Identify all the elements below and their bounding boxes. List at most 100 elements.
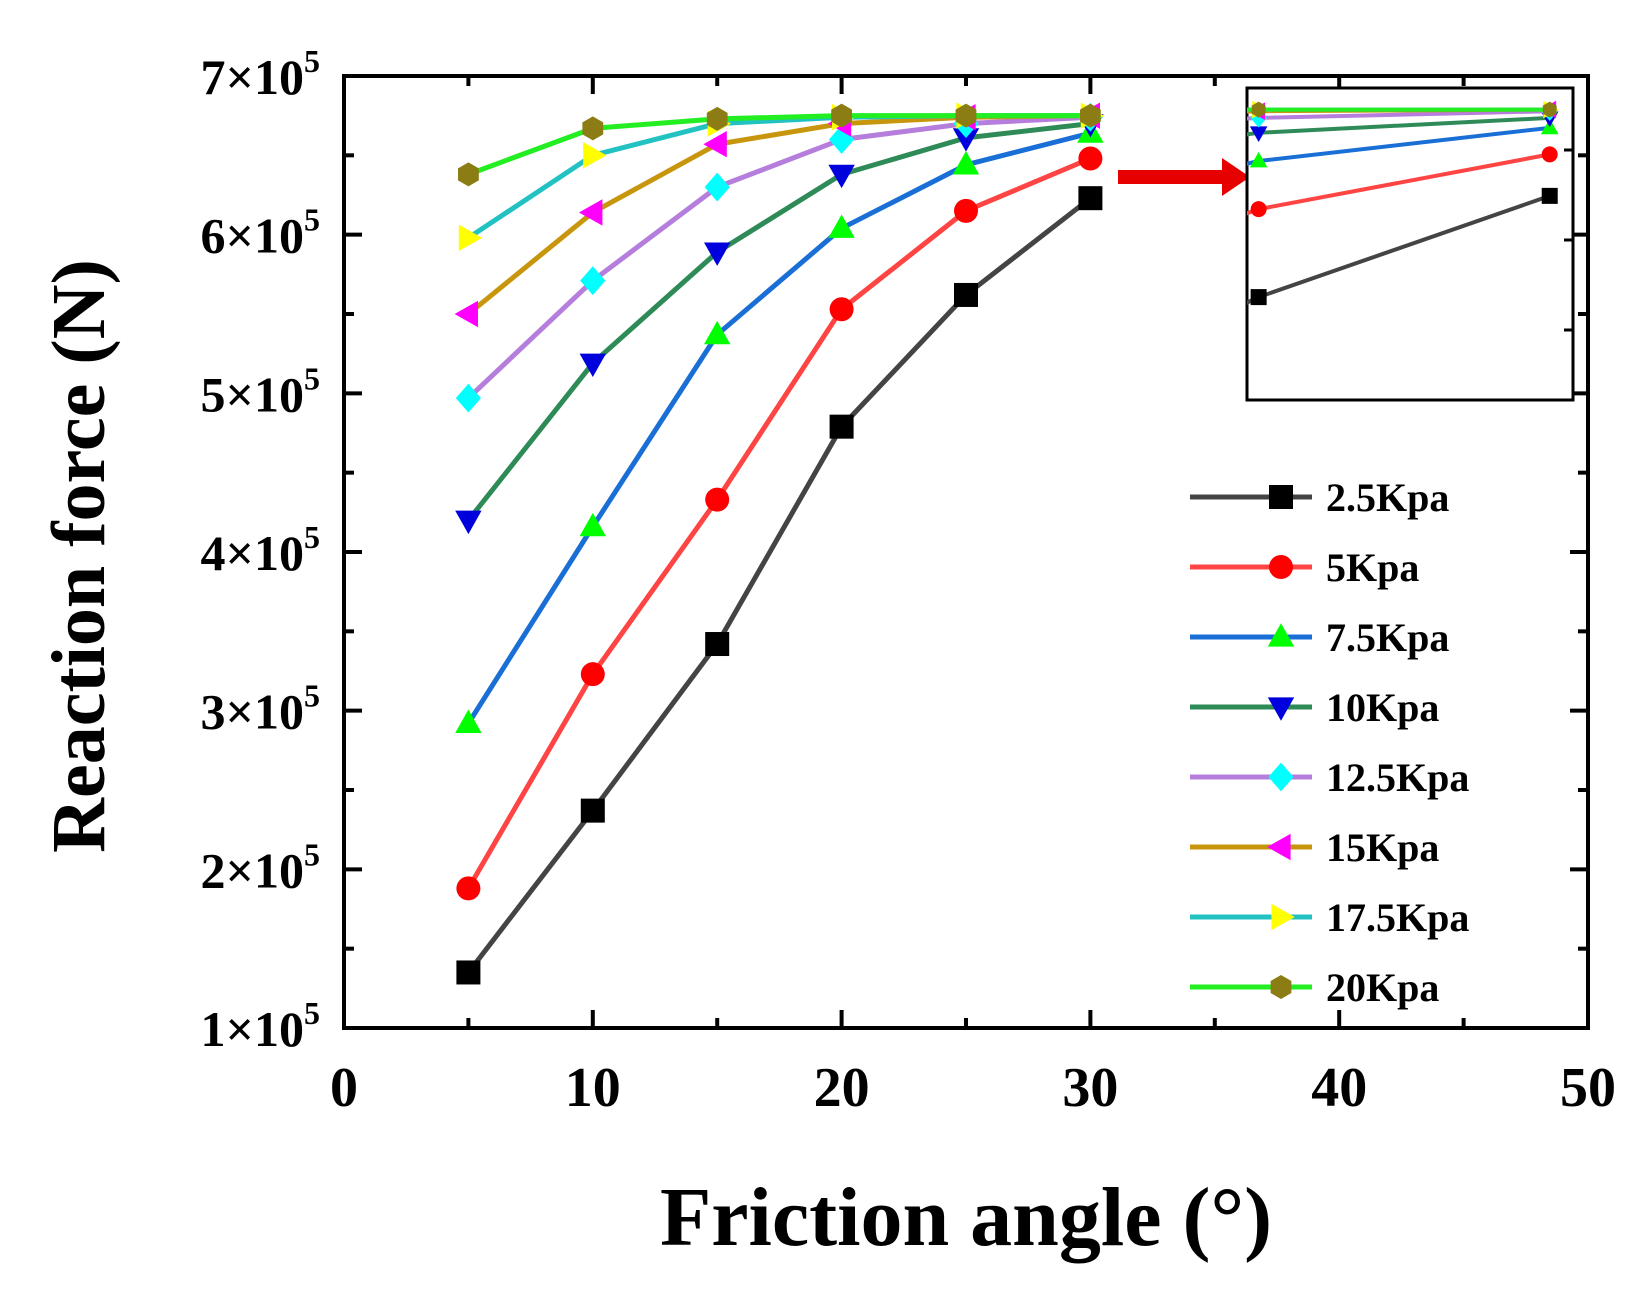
data-point [831,103,852,128]
data-point [455,510,482,535]
data-point [454,300,478,328]
inset-plot [1245,86,1575,402]
data-point [456,960,481,985]
legend-item: 10Kpa [1190,685,1439,730]
series-20Kpa [458,103,1101,187]
inset-series-group [1247,100,1559,306]
data-point [580,266,606,296]
legend-item: 17.5Kpa [1190,895,1469,940]
legend-marker [1267,623,1295,647]
x-tick-label: 10 [565,1057,621,1119]
data-point [955,103,977,128]
data-point [954,282,978,307]
x-tick-label: 50 [1560,1057,1616,1119]
inset-point [1249,126,1268,143]
inset-series-20Kpa [1247,101,1557,118]
data-point [458,224,483,252]
legend-label: 10Kpa [1326,685,1439,730]
data-point [706,106,728,131]
inset-point [1251,101,1266,118]
data-point [952,151,980,175]
x-tick-label: 30 [1062,1057,1118,1119]
series-12.5Kpa [455,102,1103,413]
y-axis-title: Reaction force (N) [37,259,121,853]
legend-item: 20Kpa [1190,965,1439,1010]
x-tick-label: 40 [1311,1057,1367,1119]
data-point [583,142,607,169]
legend-label: 5Kpa [1326,545,1419,590]
legend: 2.5Kpa 5Kpa 7.5Kpa 10Kpa 12.5Kpa 15Kpa 17.5Kpa… [1190,475,1469,1010]
inset-point [1541,187,1558,204]
data-point [1078,146,1103,171]
legend-marker [1267,697,1295,721]
legend-marker [1271,903,1295,931]
zoom-arrow [1118,158,1250,196]
data-point [704,242,731,266]
data-point [582,116,604,141]
legend-label: 12.5Kpa [1326,755,1469,800]
x-axis-title: Friction angle (°) [660,1171,1272,1264]
data-point [580,798,605,823]
y-tick-label: 5×105 [201,360,321,422]
y-tick-label: 7×105 [201,43,321,105]
series-10Kpa [455,114,1104,535]
inset-point [1541,146,1558,163]
series-line [466,196,1092,974]
data-point [579,199,603,226]
series-group [454,102,1105,985]
series-line [467,113,1091,177]
legend-label: 7.5Kpa [1326,615,1449,660]
data-point [829,297,854,322]
data-point [455,709,482,733]
zoom-arrow-head [1222,158,1250,196]
data-point [455,383,481,413]
data-point [458,162,479,187]
y-tick-label: 1×105 [201,995,321,1057]
data-point [456,876,481,901]
data-point [579,512,606,537]
legend-item: 15Kpa [1190,825,1439,870]
legend-item: 5Kpa [1190,545,1419,590]
legend-marker [1270,975,1292,999]
x-tick-labels: 0 10 20 30 40 50 [330,1057,1616,1119]
legend-marker [1269,485,1293,509]
inset-point [1249,151,1268,168]
data-point [580,662,605,687]
legend-marker [1267,833,1291,861]
legend-label: 15Kpa [1326,825,1439,870]
series-line [466,130,1092,725]
legend-label: 17.5Kpa [1326,895,1469,940]
x-tick-label: 20 [814,1057,870,1119]
data-point [705,487,730,512]
data-point [828,214,855,238]
legend-marker [1268,762,1294,792]
series-line [466,156,1092,890]
y-tick-label: 4×105 [201,519,321,581]
data-point [704,320,731,345]
x-tick-label: 0 [330,1057,358,1119]
axis-ticks [342,74,1590,1030]
series-line [466,114,1091,400]
series-line [466,121,1091,522]
legend-item: 12.5Kpa [1190,755,1469,800]
data-point [579,353,606,377]
legend-label: 20Kpa [1326,965,1439,1010]
inset-ticks [1564,148,1573,332]
data-point [828,164,855,189]
legend-item: 2.5Kpa [1190,475,1449,520]
y-tick-label: 3×105 [201,678,321,740]
y-tick-label: 2×105 [201,836,321,898]
legend-label: 2.5Kpa [1326,475,1449,520]
data-point [829,414,854,439]
series-2.5Kpa [456,186,1103,985]
inset-point [1250,289,1267,306]
inset-point [1250,201,1267,218]
series-17.5Kpa [458,102,1105,252]
legend-marker [1269,555,1293,579]
inset-series-5Kpa [1247,146,1558,218]
data-point [954,198,978,223]
data-point [704,172,730,202]
series-7.5Kpa [455,119,1104,733]
zoom-arrow-shaft [1118,170,1228,184]
